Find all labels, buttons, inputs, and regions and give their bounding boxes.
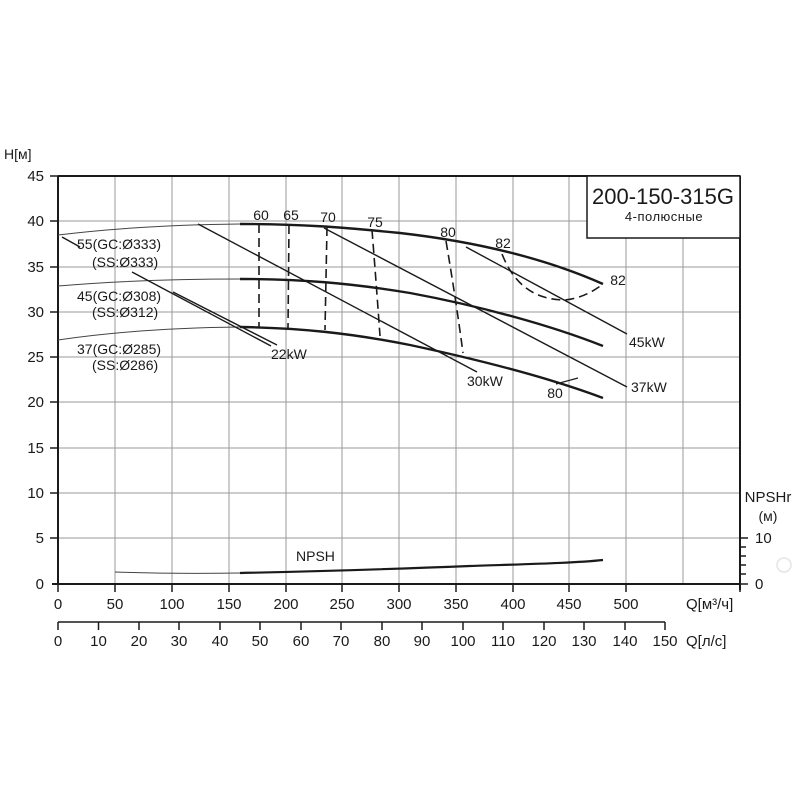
x-axis-labels: 0 50 100 150 200 250 300 350 400 450 500 (54, 596, 639, 613)
curve-d308 (239, 277, 604, 348)
power-lines (61, 223, 628, 388)
x-tick: 250 (329, 596, 354, 613)
eff-80-tick (555, 377, 579, 385)
x-tick: 50 (107, 596, 124, 613)
x2-axis-title: Q[л/с] (686, 633, 726, 650)
eff-label-75: 75 (367, 214, 383, 230)
npsh-curve-thin (114, 571, 241, 574)
x-tick: 450 (556, 596, 581, 613)
npsh-tick-10: 10 (755, 530, 772, 547)
x-tick: 100 (159, 596, 184, 613)
eff-label-80b: 80 (547, 385, 563, 401)
x-tick: 300 (386, 596, 411, 613)
x2-tick: 50 (252, 633, 269, 650)
label-d285-a: 37(GC:Ø285) (77, 341, 161, 357)
x2-tick: 110 (491, 633, 515, 650)
x-tick: 500 (613, 596, 638, 613)
x2-tick: 140 (612, 633, 637, 650)
head-curves (239, 222, 604, 400)
label-d308-b: (SS:Ø312) (92, 304, 158, 320)
curve-d333 (239, 222, 604, 286)
power-label-30kw: 30kW (467, 373, 504, 389)
npsh-axis-unit: (м) (759, 508, 778, 524)
y-axis-title: H[м] (4, 146, 32, 162)
x2-tick: 70 (333, 633, 350, 650)
x2-tick: 100 (450, 633, 475, 650)
x2-tick: 130 (571, 633, 596, 650)
x2-tick: 90 (414, 633, 431, 650)
label-d333-a: 55(GC:Ø333) (77, 236, 161, 252)
y-tick-20: 20 (27, 394, 44, 411)
npsh-tick-0: 0 (755, 576, 763, 593)
title-box (586, 175, 741, 239)
y-tick-5: 5 (36, 530, 44, 547)
y-tick-40: 40 (27, 213, 44, 230)
x-axis-ticks (57, 584, 741, 592)
poles-subtitle: 4-полюсные (625, 209, 703, 224)
npsh-axis-title: NPSHr (745, 489, 792, 506)
x-tick: 0 (54, 596, 62, 613)
curve-d285 (239, 325, 604, 400)
npsh-axis-ticks (740, 537, 748, 585)
x-tick: 350 (443, 596, 468, 613)
x-tick: 200 (273, 596, 298, 613)
label-d333-b: (SS:Ø333) (92, 254, 158, 270)
faint-circle-mark (776, 557, 792, 573)
y-tick-45: 45 (27, 168, 44, 185)
eff-label-82b: 82 (610, 272, 626, 288)
x2-tick: 20 (131, 633, 148, 650)
label-d308-a: 45(GC:Ø308) (77, 288, 161, 304)
label-d285-b: (SS:Ø286) (92, 357, 158, 373)
x-axis-title: Q[м³/ч] (686, 596, 733, 613)
eff-label-65: 65 (283, 207, 299, 223)
x2-tick: 0 (54, 633, 62, 650)
power-label-45kw: 45kW (629, 334, 666, 350)
eff-label-70: 70 (320, 209, 336, 225)
x-tick: 400 (500, 596, 525, 613)
x2-tick: 10 (90, 633, 107, 650)
eff-label-80: 80 (440, 224, 456, 240)
eff-label-82: 82 (495, 235, 511, 251)
efficiency-lines (258, 224, 604, 354)
y-tick-35: 35 (27, 259, 44, 276)
npsh-curve (239, 558, 604, 575)
y-tick-0: 0 (36, 576, 44, 593)
y-tick-25: 25 (27, 349, 44, 366)
x2-axis (57, 621, 666, 630)
label-npsh: NPSH (296, 548, 335, 564)
x2-tick: 60 (293, 633, 310, 650)
y-tick-10: 10 (27, 485, 44, 502)
y-axis-labels: 45 40 35 30 25 20 15 10 5 0 (27, 168, 44, 593)
eff-label-60: 60 (253, 207, 269, 223)
x2-tick: 80 (374, 633, 391, 650)
power-label-37kw: 37kW (631, 379, 668, 395)
model-title: 200-150-315G (592, 184, 734, 209)
y-axis-ticks (50, 175, 58, 539)
x2-tick: 40 (212, 633, 229, 650)
x2-tick: 120 (531, 633, 556, 650)
power-label-22kw: 22kW (271, 346, 308, 362)
x-tick: 150 (216, 596, 241, 613)
x2-axis-labels: 0 10 20 30 40 50 60 70 80 90 100 110 120… (54, 633, 678, 650)
x2-tick: 150 (652, 633, 677, 650)
x2-tick: 30 (171, 633, 188, 650)
y-tick-30: 30 (27, 304, 44, 321)
head-curves-thin (57, 223, 241, 341)
y-tick-15: 15 (27, 440, 44, 457)
